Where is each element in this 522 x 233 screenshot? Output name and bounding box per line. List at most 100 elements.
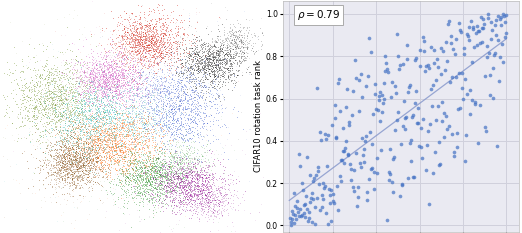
Point — [203, 203, 211, 207]
Point — [141, 132, 149, 135]
Point — [84, 94, 92, 98]
Point — [102, 83, 110, 87]
Point — [146, 172, 154, 176]
Point — [177, 179, 185, 183]
Point — [229, 54, 238, 58]
Point — [216, 57, 224, 61]
Point — [208, 171, 216, 175]
Point — [113, 86, 122, 89]
Point — [63, 110, 72, 114]
Point — [95, 165, 103, 169]
Point — [175, 103, 183, 106]
Point — [199, 66, 208, 70]
Point — [65, 115, 73, 119]
Point — [207, 152, 215, 155]
Point — [334, 82, 342, 85]
Point — [223, 31, 232, 35]
Point — [188, 188, 196, 192]
Point — [176, 123, 185, 127]
Point — [157, 79, 165, 82]
Point — [91, 135, 99, 139]
Point — [219, 96, 227, 100]
Point — [91, 147, 99, 151]
Point — [141, 165, 149, 169]
Point — [84, 151, 92, 154]
Point — [42, 147, 50, 150]
Point — [75, 99, 83, 103]
Point — [86, 85, 94, 89]
Point — [145, 198, 153, 202]
Point — [41, 96, 50, 100]
Point — [121, 42, 129, 46]
Point — [123, 50, 131, 54]
Point — [125, 119, 134, 123]
Point — [99, 185, 107, 189]
Point — [206, 74, 214, 78]
Point — [136, 22, 144, 25]
Point — [146, 151, 155, 155]
Point — [130, 129, 139, 132]
Point — [145, 192, 153, 196]
Point — [57, 176, 66, 180]
Point — [172, 171, 180, 174]
Point — [177, 95, 186, 98]
Point — [143, 75, 151, 79]
Point — [116, 155, 125, 159]
Point — [132, 14, 140, 17]
Point — [100, 70, 109, 74]
Point — [151, 82, 159, 86]
Point — [179, 202, 187, 206]
Point — [208, 175, 216, 179]
Point — [141, 38, 149, 42]
Point — [152, 85, 160, 89]
Point — [50, 118, 58, 122]
Point — [183, 193, 192, 197]
Point — [75, 70, 84, 74]
Point — [36, 102, 44, 106]
Point — [117, 54, 125, 58]
Point — [57, 92, 66, 96]
Point — [73, 75, 81, 79]
Point — [130, 176, 139, 180]
Point — [80, 94, 89, 98]
Point — [182, 100, 190, 104]
Point — [45, 107, 53, 111]
Point — [163, 170, 172, 174]
Point — [117, 114, 125, 117]
Point — [55, 118, 64, 121]
Point — [87, 144, 96, 148]
Point — [136, 135, 145, 138]
Point — [108, 142, 116, 146]
Point — [177, 78, 185, 82]
Point — [66, 135, 74, 139]
Point — [220, 55, 228, 59]
Point — [97, 99, 105, 102]
Point — [86, 150, 94, 153]
Point — [141, 141, 149, 145]
Point — [172, 189, 181, 193]
Point — [110, 61, 118, 65]
Point — [131, 33, 139, 37]
Point — [107, 83, 115, 87]
Point — [151, 207, 159, 211]
Point — [204, 57, 212, 61]
Point — [149, 25, 157, 29]
Point — [129, 38, 138, 41]
Point — [140, 188, 149, 192]
Point — [124, 149, 133, 152]
Point — [44, 77, 52, 80]
Point — [209, 139, 217, 143]
Point — [48, 90, 56, 94]
Point — [33, 165, 41, 169]
Point — [188, 151, 197, 154]
Point — [193, 192, 201, 196]
Point — [58, 97, 66, 101]
Point — [136, 71, 145, 74]
Point — [69, 171, 78, 175]
Point — [135, 140, 143, 144]
Point — [84, 188, 92, 192]
Point — [132, 30, 140, 33]
Point — [56, 149, 65, 152]
Point — [30, 166, 39, 170]
Point — [152, 190, 161, 194]
